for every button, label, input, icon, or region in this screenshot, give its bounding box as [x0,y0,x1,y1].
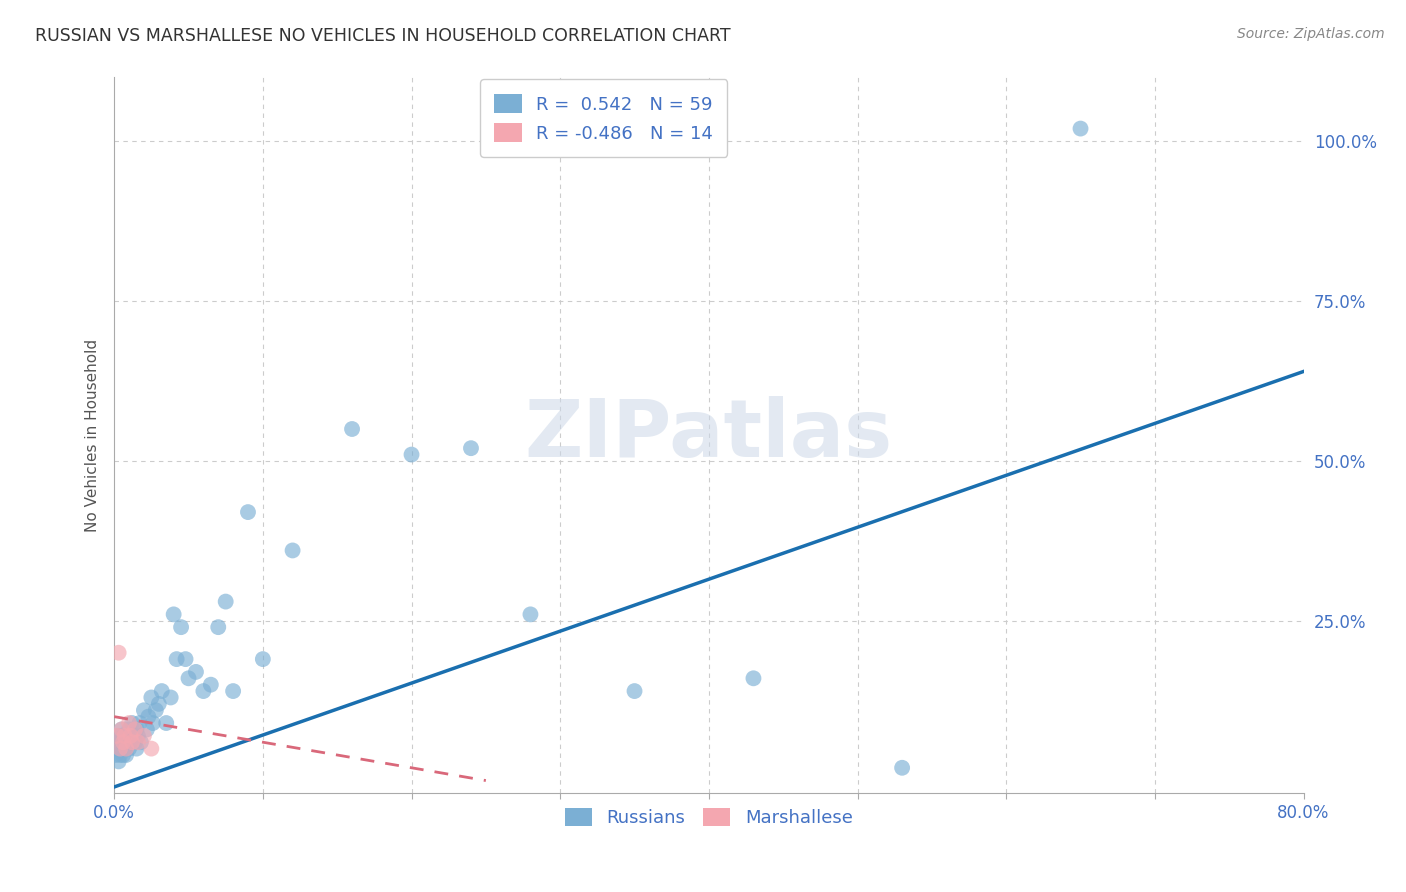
Text: RUSSIAN VS MARSHALLESE NO VEHICLES IN HOUSEHOLD CORRELATION CHART: RUSSIAN VS MARSHALLESE NO VEHICLES IN HO… [35,27,731,45]
Point [124,735,146,749]
Point [121,735,143,749]
Point [117,729,139,743]
Point [125,723,148,737]
Point [115,741,138,756]
Point [112,735,135,749]
Point [170,620,193,634]
Point [115,735,138,749]
Point [207,620,229,634]
Point [105,729,128,743]
Point [460,441,482,455]
Point [105,741,128,756]
Point [166,652,188,666]
Point [193,684,215,698]
Point [122,729,145,743]
Point [891,761,914,775]
Point [120,729,142,743]
Point [215,594,238,608]
Point [111,723,134,737]
Point [127,729,149,743]
Point [132,729,155,743]
Point [184,665,207,679]
Point [125,741,148,756]
Point [142,716,165,731]
Point [252,652,274,666]
Point [120,735,142,749]
Text: Source: ZipAtlas.com: Source: ZipAtlas.com [1237,27,1385,41]
Point [623,684,645,698]
Point [115,747,138,762]
Text: ZIPatlas: ZIPatlas [524,396,893,475]
Point [401,448,423,462]
Point [112,747,135,762]
Point [111,741,134,756]
Point [127,735,149,749]
Point [121,716,143,731]
Point [118,716,141,731]
Point [519,607,541,622]
Point [118,741,141,756]
Point [236,505,259,519]
Point [111,723,134,737]
Point [108,747,131,762]
Point [281,543,304,558]
Point [107,735,129,749]
Point [114,729,136,743]
Point [129,735,152,749]
Point [104,747,127,762]
Point [107,755,129,769]
Point [174,652,197,666]
Point [108,741,131,756]
Point [141,690,163,705]
Point [1070,121,1092,136]
Legend: Russians, Marshallese: Russians, Marshallese [558,801,860,834]
Point [340,422,363,436]
Point [128,716,150,731]
Point [177,671,200,685]
Point [159,690,181,705]
Point [107,646,129,660]
Point [200,678,222,692]
Point [135,723,157,737]
Point [742,671,765,685]
Point [138,709,160,723]
Point [114,729,136,743]
Point [141,741,163,756]
Point [132,703,155,717]
Point [148,697,170,711]
Point [105,729,128,743]
Point [145,703,167,717]
Point [155,716,177,731]
Point [112,735,135,749]
Point [124,723,146,737]
Point [163,607,186,622]
Point [222,684,245,698]
Point [150,684,173,698]
Y-axis label: No Vehicles in Household: No Vehicles in Household [86,339,100,532]
Point [118,723,141,737]
Point [108,729,131,743]
Point [114,741,136,756]
